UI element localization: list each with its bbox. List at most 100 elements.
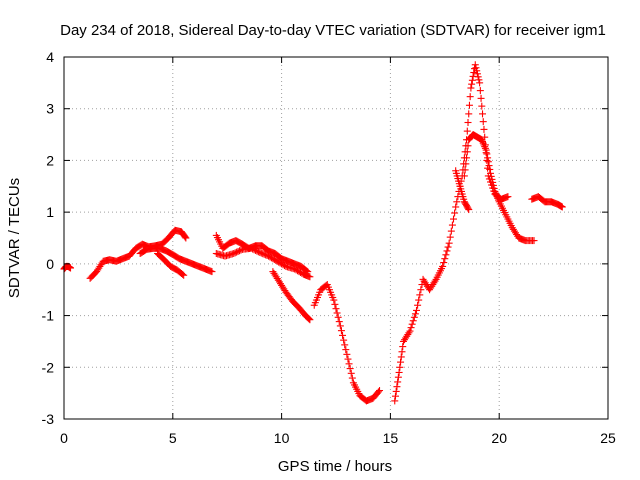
data-point <box>306 273 314 281</box>
data-point <box>410 313 418 321</box>
data-point <box>463 127 471 135</box>
data-point <box>479 137 487 145</box>
data-point <box>489 178 497 186</box>
data-point <box>305 315 313 323</box>
chart-title: Day 234 of 2018, Sidereal Day-to-day VTE… <box>60 22 606 39</box>
data-point <box>263 251 271 259</box>
data-point <box>394 373 402 381</box>
data-point <box>208 268 216 276</box>
data-point <box>480 141 488 149</box>
data-point <box>465 101 473 109</box>
data-point <box>477 94 485 102</box>
y-tick-label: 2 <box>46 152 54 168</box>
y-tick-label: -2 <box>42 359 55 375</box>
data-point <box>447 227 455 235</box>
data-point <box>67 264 75 272</box>
data-point <box>333 309 341 317</box>
data-point <box>281 262 289 270</box>
data-point <box>231 249 239 257</box>
data-point <box>259 250 267 258</box>
data-point <box>340 336 348 344</box>
data-point <box>407 324 415 332</box>
data-point <box>486 169 494 177</box>
data-point <box>416 291 424 299</box>
x-tick-label: 0 <box>60 430 68 446</box>
data-point <box>450 215 458 223</box>
data-point <box>253 247 261 255</box>
data-point <box>396 363 404 371</box>
data-point <box>468 80 476 88</box>
data-point <box>279 261 287 269</box>
data-point <box>490 184 498 192</box>
data-point <box>256 248 264 256</box>
data-point <box>250 246 258 254</box>
data-point <box>439 262 447 270</box>
data-point <box>494 196 502 204</box>
data-point <box>335 318 343 326</box>
data-point <box>343 350 351 358</box>
data-point <box>470 69 478 77</box>
data-point <box>478 136 486 144</box>
data-point <box>306 316 314 324</box>
data-point <box>374 388 382 396</box>
data-point <box>296 268 304 276</box>
y-tick-label: 4 <box>46 49 54 65</box>
data-point <box>493 193 501 201</box>
data-point <box>473 67 481 75</box>
data-point <box>414 301 422 309</box>
data-point <box>465 110 473 118</box>
y-axis-title: SDTVAR / TECUs <box>6 178 23 298</box>
data-point <box>440 259 448 267</box>
y-tick-label: 1 <box>46 204 54 220</box>
plot-frame <box>63 56 609 420</box>
data-point <box>468 76 476 84</box>
data-point <box>391 392 399 400</box>
data-point <box>270 256 278 264</box>
data-point <box>341 341 349 349</box>
data-point <box>462 160 470 168</box>
data-point <box>409 317 417 325</box>
data-point <box>417 286 425 294</box>
data-point <box>181 233 189 241</box>
data-point <box>481 143 489 151</box>
data-point <box>295 268 303 276</box>
data-point <box>492 189 500 197</box>
data-point <box>376 387 384 395</box>
data-point <box>269 255 277 263</box>
data-point <box>476 87 484 95</box>
data-point <box>394 378 402 386</box>
data-point <box>180 271 188 279</box>
data-point <box>262 251 270 259</box>
data-point <box>413 306 421 314</box>
data-point <box>474 73 482 81</box>
grid <box>64 57 608 419</box>
y-tick-label: -3 <box>42 411 55 427</box>
x-axis-title: GPS time / hours <box>278 458 392 475</box>
data-point <box>345 360 353 368</box>
data-point <box>473 70 481 78</box>
data-point <box>441 255 449 263</box>
data-point <box>445 239 453 247</box>
data-point <box>484 158 492 166</box>
data-point <box>408 320 416 328</box>
data-point <box>342 346 350 354</box>
data-point <box>266 253 274 261</box>
data-point <box>257 249 265 257</box>
data-point <box>411 310 419 318</box>
data-point <box>254 248 262 256</box>
data-point <box>486 165 494 173</box>
data-point <box>304 314 312 322</box>
data-point <box>492 191 500 199</box>
data-point <box>467 84 475 92</box>
tick-labels: 0 5 10 15 20 25 -3 -2 -1 0 1 2 3 4 <box>42 49 616 446</box>
data-point <box>475 76 483 84</box>
data-point <box>260 250 268 258</box>
data-point <box>237 246 245 254</box>
x-tick-label: 10 <box>274 430 290 446</box>
data-point <box>488 175 496 183</box>
data-point <box>405 329 413 337</box>
data-point <box>292 266 300 274</box>
data-point <box>558 203 566 211</box>
